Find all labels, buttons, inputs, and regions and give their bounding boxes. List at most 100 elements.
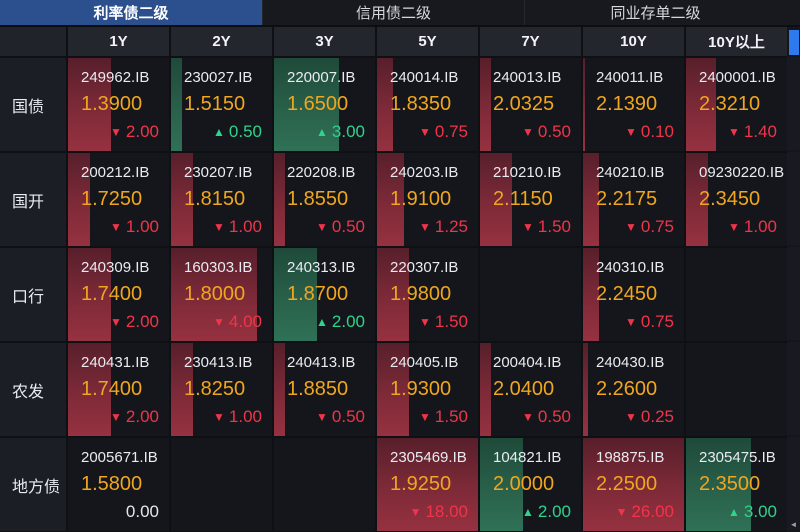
bond-change: ▼ 1.25 bbox=[419, 217, 468, 236]
change-magnitude-bar bbox=[686, 153, 708, 246]
bond-change: ▼ 0.50 bbox=[522, 122, 571, 141]
bond-cell[interactable]: 160303.IB 1.8000 ▼ 4.00 bbox=[171, 248, 272, 341]
change-magnitude-bar bbox=[480, 58, 491, 151]
bond-change: ▼ 0.50 bbox=[316, 407, 365, 426]
bond-cell[interactable]: 2005671.IB 1.5800 0.00 bbox=[68, 438, 169, 531]
down-triangle-icon: ▼ bbox=[625, 220, 637, 234]
change-magnitude-bar bbox=[686, 438, 751, 531]
bond-yield: 2.1150 bbox=[493, 188, 553, 210]
bond-cell bbox=[686, 343, 787, 436]
bond-cell[interactable]: 240413.IB 1.8850 ▼ 0.50 bbox=[274, 343, 375, 436]
bond-cell[interactable]: 240309.IB 1.7400 ▼ 2.00 bbox=[68, 248, 169, 341]
bond-yield: 2.0325 bbox=[493, 93, 555, 115]
change-magnitude-bar bbox=[583, 248, 599, 341]
down-triangle-icon: ▼ bbox=[419, 220, 431, 234]
bond-cell[interactable]: 2400001.IB 2.3210 ▼ 1.40 bbox=[686, 58, 787, 151]
column-header-7y: 7Y bbox=[480, 27, 581, 56]
down-triangle-icon: ▼ bbox=[522, 220, 534, 234]
bond-cell[interactable]: 240210.IB 2.2175 ▼ 0.75 bbox=[583, 153, 684, 246]
change-magnitude-bar bbox=[583, 343, 588, 436]
bond-change: ▼ 1.00 bbox=[213, 407, 262, 426]
bond-code: 240013.IB bbox=[493, 69, 562, 86]
change-magnitude-bar bbox=[583, 58, 585, 151]
bond-cell[interactable]: 220208.IB 1.8550 ▼ 0.50 bbox=[274, 153, 375, 246]
change-magnitude-bar bbox=[274, 343, 285, 436]
change-magnitude-bar bbox=[68, 248, 111, 341]
bond-yield: 2.3210 bbox=[699, 93, 761, 115]
bond-code: 210210.IB bbox=[493, 164, 562, 181]
header-corner-cell bbox=[0, 27, 66, 56]
bond-cell[interactable]: 240203.IB 1.9100 ▼ 1.25 bbox=[377, 153, 478, 246]
row-label-4: 地方债 bbox=[0, 438, 66, 531]
bond-cell[interactable]: 240313.IB 1.8700 ▲ 2.00 bbox=[274, 248, 375, 341]
scroll-left-icon[interactable]: ◄ bbox=[789, 520, 798, 529]
bond-code: 2005671.IB bbox=[81, 449, 158, 466]
down-triangle-icon: ▼ bbox=[110, 125, 122, 139]
bond-cell[interactable]: 2305469.IB 1.9250 ▼ 18.00 bbox=[377, 438, 478, 531]
bond-yield: 2.0000 bbox=[493, 473, 555, 495]
bond-code: 230207.IB bbox=[184, 164, 253, 181]
bond-change: ▲ 3.00 bbox=[728, 502, 777, 521]
bond-change: ▼ 0.50 bbox=[316, 217, 365, 236]
bond-cell[interactable]: 230413.IB 1.8250 ▼ 1.00 bbox=[171, 343, 272, 436]
bond-yield: 1.7400 bbox=[81, 378, 143, 400]
column-header-over-10y: 10Y以上 bbox=[686, 27, 787, 56]
down-triangle-icon: ▼ bbox=[110, 220, 122, 234]
bond-code: 240203.IB bbox=[390, 164, 459, 181]
bond-cell[interactable]: 240431.IB 1.7400 ▼ 2.00 bbox=[68, 343, 169, 436]
bond-cell[interactable]: 220307.IB 1.9800 ▼ 1.50 bbox=[377, 248, 478, 341]
bond-change: ▲ 2.00 bbox=[316, 312, 365, 331]
bond-cell[interactable]: 240011.IB 2.1390 ▼ 0.10 bbox=[583, 58, 684, 151]
bond-change: ▼ 1.50 bbox=[522, 217, 571, 236]
bond-cell[interactable]: 240405.IB 1.9300 ▼ 1.50 bbox=[377, 343, 478, 436]
bond-yield: 1.5800 bbox=[81, 473, 143, 495]
tab-ncd-secondary[interactable]: 同业存单二级 bbox=[524, 0, 786, 25]
bond-code: 240313.IB bbox=[287, 259, 356, 276]
bond-cell[interactable]: 2305475.IB 2.3500 ▲ 3.00 bbox=[686, 438, 787, 531]
up-triangle-icon: ▲ bbox=[316, 315, 328, 329]
bond-change: ▼ 1.00 bbox=[213, 217, 262, 236]
change-magnitude-bar bbox=[274, 153, 285, 246]
bond-code: 220007.IB bbox=[287, 69, 356, 86]
bond-yield: 1.8350 bbox=[390, 93, 452, 115]
bond-cell[interactable]: 104821.IB 2.0000 ▲ 2.00 bbox=[480, 438, 581, 531]
bond-change: ▼ 0.75 bbox=[625, 312, 674, 331]
change-magnitude-bar bbox=[274, 58, 339, 151]
bond-cell[interactable]: 230207.IB 1.8150 ▼ 1.00 bbox=[171, 153, 272, 246]
tab-rate-bond-secondary[interactable]: 利率债二级 bbox=[0, 0, 262, 25]
bond-yield: 1.7250 bbox=[81, 188, 143, 210]
scrollbar-thumb[interactable] bbox=[789, 30, 799, 55]
change-magnitude-bar bbox=[377, 153, 404, 246]
down-triangle-icon: ▼ bbox=[316, 410, 328, 424]
up-triangle-icon: ▲ bbox=[316, 125, 328, 139]
bond-cell[interactable]: 200212.IB 1.7250 ▼ 1.00 bbox=[68, 153, 169, 246]
bond-change: ▼ 0.25 bbox=[625, 407, 674, 426]
down-triangle-icon: ▼ bbox=[615, 505, 628, 519]
change-magnitude-bar bbox=[377, 343, 409, 436]
bond-code: 200212.IB bbox=[81, 164, 150, 181]
bond-change: ▼ 0.50 bbox=[522, 407, 571, 426]
bond-yield: 1.8700 bbox=[287, 283, 349, 305]
bond-cell[interactable]: 210210.IB 2.1150 ▼ 1.50 bbox=[480, 153, 581, 246]
bond-cell[interactable]: 240310.IB 2.2450 ▼ 0.75 bbox=[583, 248, 684, 341]
change-magnitude-bar bbox=[480, 343, 491, 436]
bond-cell[interactable]: 200404.IB 2.0400 ▼ 0.50 bbox=[480, 343, 581, 436]
bond-cell[interactable]: 09230220.IB 2.3450 ▼ 1.00 bbox=[686, 153, 787, 246]
bond-cell[interactable]: 220007.IB 1.6500 ▲ 3.00 bbox=[274, 58, 375, 151]
row-label-3: 农发 bbox=[0, 343, 66, 436]
change-magnitude-bar bbox=[171, 343, 193, 436]
down-triangle-icon: ▼ bbox=[409, 505, 422, 519]
bond-cell[interactable]: 198875.IB 2.2500 ▼ 26.00 bbox=[583, 438, 684, 531]
tab-credit-bond-secondary[interactable]: 信用债二级 bbox=[262, 0, 524, 25]
column-header-10y: 10Y bbox=[583, 27, 684, 56]
bond-change: ▼ 0.10 bbox=[625, 122, 674, 141]
scrollbar-track-segment bbox=[787, 437, 800, 530]
bond-cell[interactable]: 240013.IB 2.0325 ▼ 0.50 bbox=[480, 58, 581, 151]
bond-cell[interactable]: 249962.IB 1.3900 ▼ 2.00 bbox=[68, 58, 169, 151]
bond-code: 09230220.IB bbox=[699, 164, 785, 181]
bond-cell[interactable]: 230027.IB 1.5150 ▲ 0.50 bbox=[171, 58, 272, 151]
bond-change: ▼ 1.00 bbox=[110, 217, 159, 236]
bond-cell[interactable]: 240014.IB 1.8350 ▼ 0.75 bbox=[377, 58, 478, 151]
bond-cell[interactable]: 240430.IB 2.2600 ▼ 0.25 bbox=[583, 343, 684, 436]
